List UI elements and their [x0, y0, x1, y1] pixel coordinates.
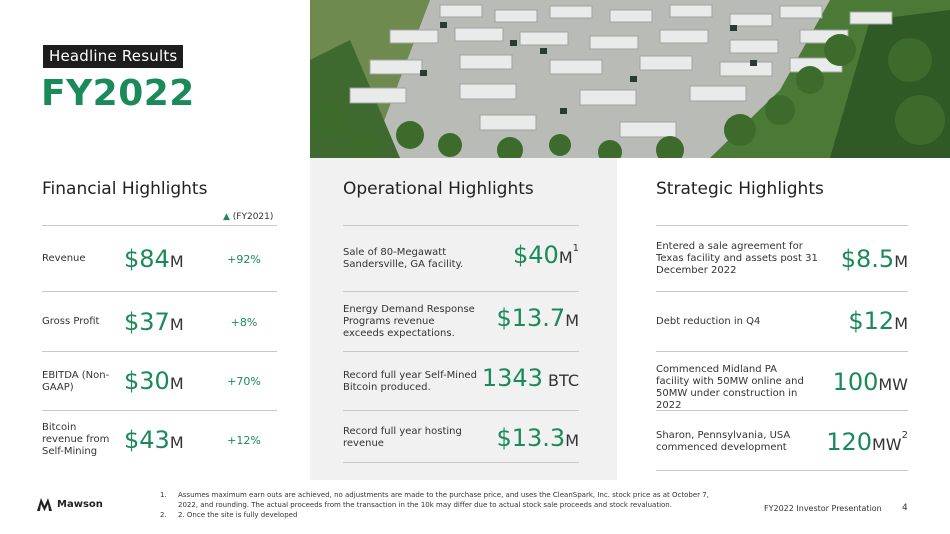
- financial-row-label: Bitcoin revenue from Self-Mining: [42, 422, 110, 457]
- change-header-text: (FY2021): [232, 212, 274, 222]
- strategic-row-label: Commenced Midland PA facility with 50MW …: [656, 364, 804, 411]
- divider: [42, 351, 277, 352]
- section-badge: Headline Results: [43, 45, 184, 68]
- financial-row-change: +8%: [230, 316, 258, 329]
- divider: [42, 291, 277, 292]
- operational-row-value: $13.7M: [496, 304, 579, 332]
- divider: [343, 291, 579, 292]
- operational-row-label: Sale of 80-Megawatt Sandersville, GA fac…: [343, 247, 464, 270]
- financial-row-change: +70%: [227, 375, 261, 388]
- financial-row-label: Gross Profit: [42, 316, 100, 327]
- financial-row-value: $30M: [124, 367, 184, 395]
- divider: [656, 410, 908, 411]
- triangle-delta-icon: ▲: [223, 212, 230, 222]
- operational-row-value: $40M1: [513, 241, 579, 269]
- divider: [656, 351, 908, 352]
- divider: [656, 470, 908, 471]
- mawson-logo-icon: [37, 498, 52, 511]
- divider: [42, 410, 277, 411]
- operational-row-label: Record full year hosting revenue: [343, 426, 462, 449]
- operational-highlights-title: Operational Highlights: [343, 179, 534, 199]
- divider: [343, 410, 579, 411]
- financial-row-value: $43M: [124, 426, 184, 454]
- page-number: 4: [902, 503, 908, 513]
- financial-row-value: $84M: [124, 245, 184, 273]
- divider: [42, 225, 277, 226]
- footnote-text: Assumes maximum earn outs are achieved, …: [178, 491, 709, 509]
- footnote-number: 1.: [160, 491, 167, 499]
- footnote-text: 2. Once the site is fully developed: [178, 511, 298, 519]
- financial-row-label: EBITDA (Non-GAAP): [42, 370, 110, 393]
- strategic-row-label: Sharon, Pennsylvania, USA commenced deve…: [656, 430, 791, 453]
- logo-text: Mawson: [57, 499, 103, 510]
- footnotes: 1. Assumes maximum earn outs are achieve…: [160, 490, 720, 520]
- operational-row-label: Energy Demand Response Programs revenue …: [343, 304, 475, 339]
- strategic-row-value: 100MW: [832, 368, 908, 396]
- divider: [656, 291, 908, 292]
- financial-row-change: +92%: [227, 253, 261, 266]
- page-title: FY2022: [41, 73, 195, 114]
- change-header: ▲ (FY2021): [223, 212, 273, 222]
- divider: [343, 351, 579, 352]
- divider: [656, 225, 908, 226]
- presentation-title: FY2022 Investor Presentation: [764, 504, 882, 513]
- strategic-row-value: $8.5M: [840, 245, 908, 273]
- strategic-row-label: Debt reduction in Q4: [656, 316, 761, 327]
- footnote-number: 2.: [160, 511, 167, 519]
- financial-row-label: Revenue: [42, 253, 86, 264]
- strategic-row-label: Entered a sale agreement for Texas facil…: [656, 241, 818, 276]
- operational-row-value: 1343 BTC: [481, 364, 579, 392]
- financial-row-change: +12%: [227, 434, 261, 447]
- financial-highlights-title: Financial Highlights: [42, 179, 208, 199]
- footnote: 2. 2. Once the site is fully developed: [160, 510, 720, 520]
- divider: [343, 462, 579, 463]
- divider: [343, 225, 579, 226]
- strategic-row-value: 120MW2: [826, 428, 908, 456]
- footnote: 1. Assumes maximum earn outs are achieve…: [160, 490, 720, 510]
- facility-aerial-photo: [310, 0, 950, 158]
- operational-row-value: $13.3M: [496, 424, 579, 452]
- operational-row-label: Record full year Self-Mined Bitcoin prod…: [343, 370, 477, 393]
- company-logo: Mawson: [37, 498, 103, 511]
- strategic-row-value: $12M: [848, 307, 908, 335]
- strategic-highlights-title: Strategic Highlights: [656, 179, 824, 199]
- financial-row-value: $37M: [124, 308, 184, 336]
- operational-panel-background: [310, 158, 617, 480]
